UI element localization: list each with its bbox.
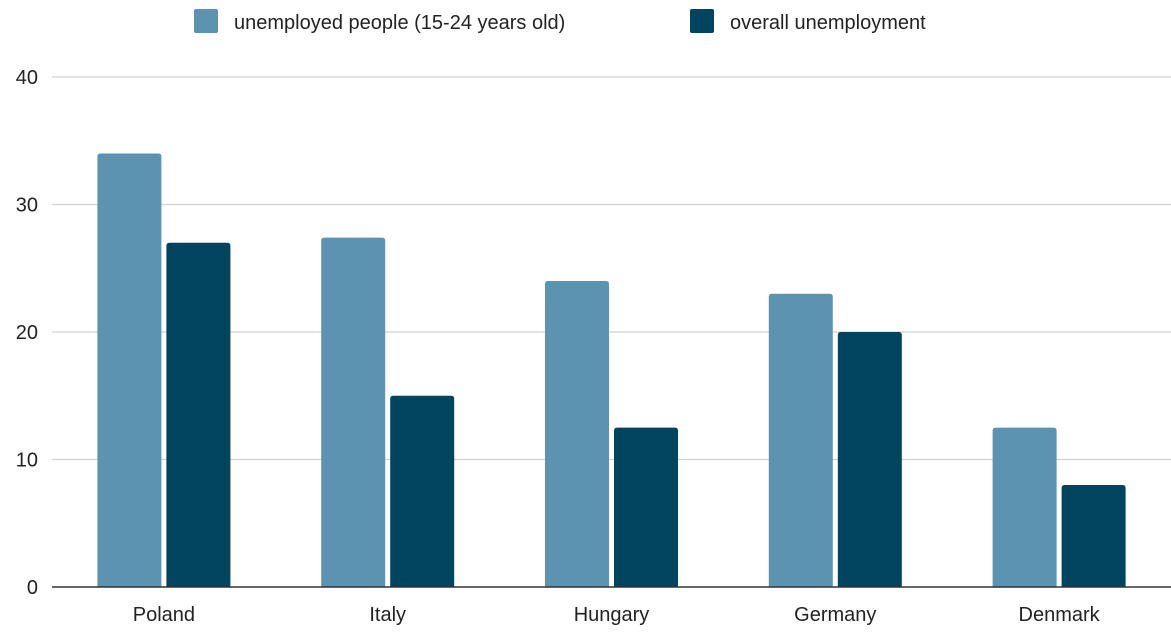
bar-poland-series-1 <box>97 153 162 587</box>
x-tick-label-poland: Poland <box>133 604 195 626</box>
bar-germany-series-1 <box>768 293 833 587</box>
x-tick-label-germany: Germany <box>794 604 876 626</box>
gridlines <box>52 76 1171 461</box>
bar-hungary-series-1 <box>545 281 609 587</box>
x-tick-label-hungary: Hungary <box>574 604 650 626</box>
bar-denmark-series-2 <box>1061 485 1126 587</box>
x-tick-label-italy: Italy <box>369 604 406 626</box>
bar-germany-series-2 <box>837 332 902 587</box>
y-tick-label: 0 <box>27 577 38 599</box>
bars <box>97 153 1126 587</box>
bar-italy-series-1 <box>321 237 386 587</box>
legend-swatch-series-1 <box>194 9 218 33</box>
legend-label-series-1: unemployed people (15-24 years old) <box>234 12 565 34</box>
bar-poland-series-2 <box>166 242 231 587</box>
bar-denmark-series-1 <box>992 427 1057 587</box>
axes: 0 10 20 30 40 Poland Italy Hungary Germany Denmar… <box>16 67 1171 626</box>
y-tick-label: 30 <box>16 195 38 217</box>
legend-label-series-2: overall unemployment <box>730 12 926 34</box>
y-tick-label: 20 <box>16 322 38 344</box>
legend-swatch-series-2 <box>690 9 714 33</box>
x-tick-label-denmark: Denmark <box>1019 604 1101 626</box>
bar-hungary-series-2 <box>614 427 678 587</box>
legend: unemployed people (15-24 years old) overa… <box>194 9 926 34</box>
bar-italy-series-2 <box>390 395 455 587</box>
y-tick-label: 10 <box>16 450 38 472</box>
y-tick-label: 40 <box>16 67 38 89</box>
